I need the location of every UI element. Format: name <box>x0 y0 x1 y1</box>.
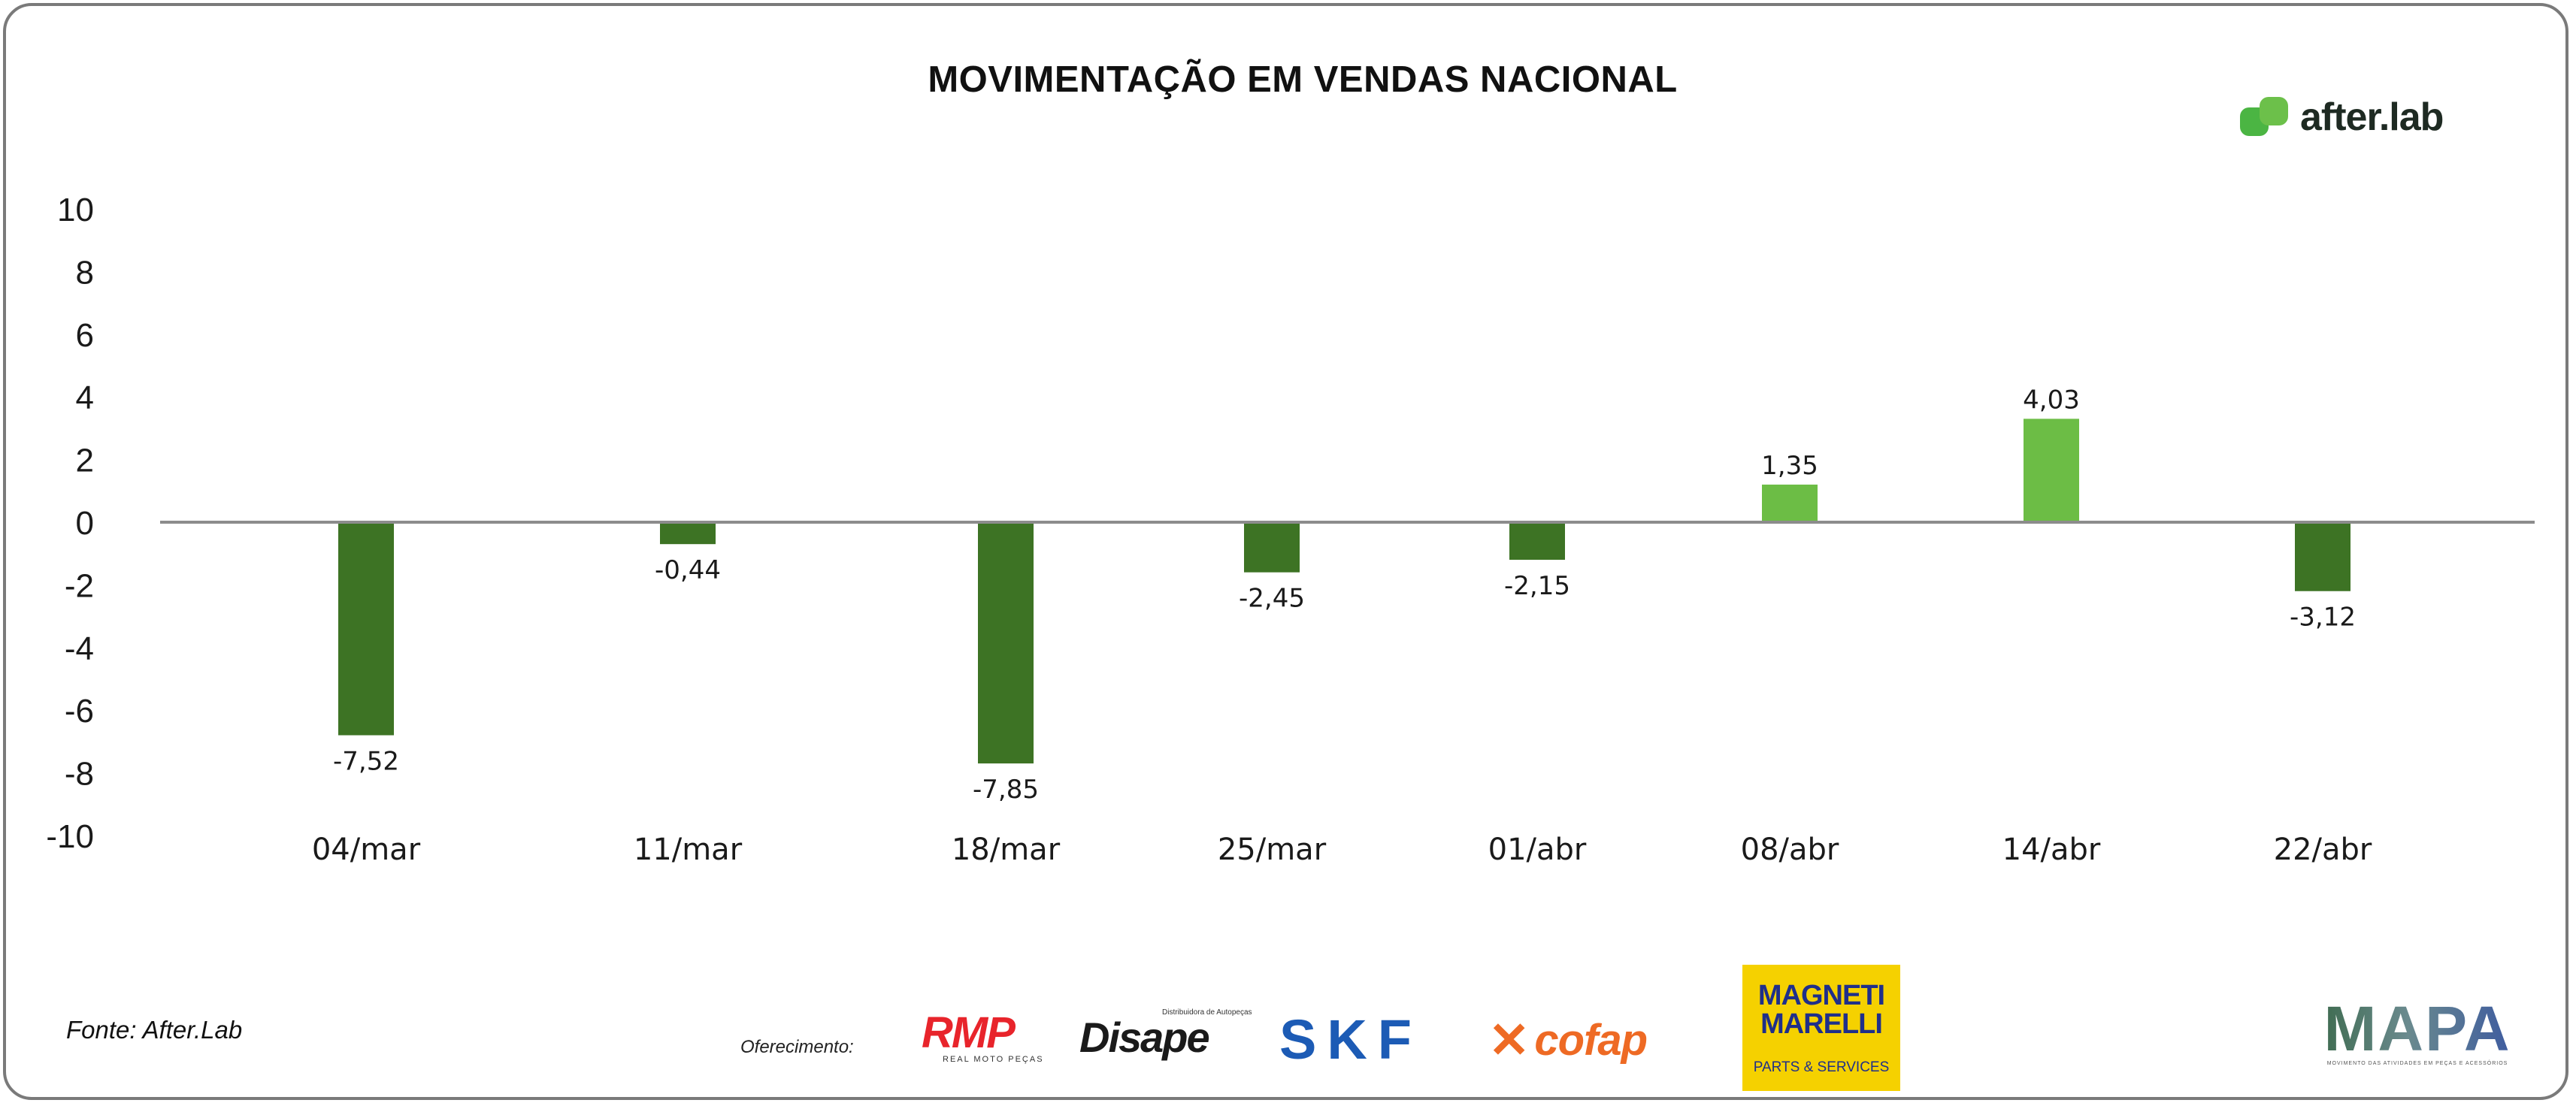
data-label: 4,03 <box>2023 385 2080 415</box>
afterlab-logo-text: after.lab <box>2300 95 2444 139</box>
y-tick-label: 2 <box>76 443 94 479</box>
data-label: -3,12 <box>2290 603 2356 633</box>
data-label: -2,15 <box>1504 571 1570 601</box>
y-tick-label: 6 <box>76 317 94 354</box>
magneti-marelli-logo: MAGNETI MARELLI PARTS & SERVICES <box>1742 965 1900 1091</box>
sponsor-label: Oferecimento: <box>740 1037 854 1057</box>
afterlab-logo-icon <box>2240 95 2293 139</box>
x-tick-label: 22/abr <box>2274 833 2372 867</box>
bar <box>2295 522 2350 591</box>
bar <box>1244 522 1300 573</box>
y-tick-label: 4 <box>76 379 94 416</box>
data-label: -2,45 <box>1239 584 1305 614</box>
x-tick-label: 25/mar <box>1218 833 1327 867</box>
bar <box>1762 484 1818 522</box>
y-tick-label: -10 <box>46 818 94 855</box>
y-tick-label: -2 <box>65 567 94 604</box>
bar-chart: 10 8 6 4 2 0 -2 -4 -6 -8 -10 -7,52 04/mar -0,44 11/mar… <box>46 192 2535 867</box>
data-label: 1,35 <box>1761 451 1818 481</box>
bar <box>2024 419 2079 522</box>
mapa-logo: MAPA MOVIMENTO DAS ATIVIDADES EM PEÇAS E… <box>2320 996 2515 1071</box>
chart-title: MOVIMENTAÇÃO EM VENDAS NACIONAL <box>928 59 1678 100</box>
y-tick-label: -8 <box>65 756 94 793</box>
y-tick-label: -6 <box>65 693 94 730</box>
data-label: -7,52 <box>333 747 399 777</box>
cofap-mark-icon: ✕ <box>1488 1011 1530 1068</box>
y-tick-label: -4 <box>65 630 94 667</box>
x-tick-label: 18/mar <box>952 833 1061 867</box>
afterlab-logo: after.lab <box>2240 93 2444 141</box>
bar <box>660 522 716 545</box>
x-tick-label: 11/mar <box>634 833 743 867</box>
cofap-logo: ✕ cofap <box>1488 1011 1648 1068</box>
y-tick-label: 0 <box>76 505 94 542</box>
rmp-logo: RMP REAL MOTO PEÇAS <box>922 1008 1044 1065</box>
bar <box>978 522 1034 764</box>
x-tick-label: 14/abr <box>2002 833 2101 867</box>
disape-logo: Distribuidora de Autopeças Disape <box>1079 1008 1252 1061</box>
source-note: Fonte: After.Lab <box>66 1016 243 1044</box>
bar <box>1509 522 1565 561</box>
skf-logo: SKF <box>1279 1008 1422 1071</box>
x-tick-label: 01/abr <box>1488 833 1587 867</box>
x-tick-label: 08/abr <box>1741 833 1839 867</box>
data-label: -7,85 <box>973 775 1039 805</box>
y-tick-label: 10 <box>57 192 94 228</box>
y-tick-label: 8 <box>76 254 94 291</box>
bar <box>338 522 394 736</box>
data-label: -0,44 <box>655 555 721 585</box>
x-tick-label: 04/mar <box>312 833 421 867</box>
